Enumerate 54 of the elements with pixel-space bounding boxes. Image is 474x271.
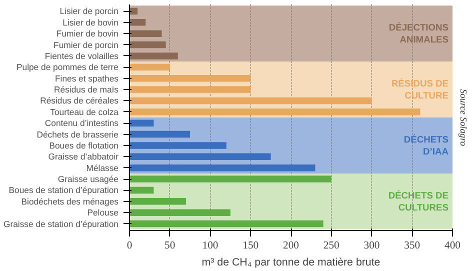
y-tick-label: Fumier de bovin — [56, 28, 119, 39]
y-tick-label: Fientes de volailles — [44, 50, 120, 61]
band-label: DÉCHETS D’IAA — [404, 133, 449, 156]
source-note: Source Solagro — [458, 88, 468, 146]
bar — [130, 186, 154, 194]
x-tick-label: 300 — [364, 240, 380, 252]
y-tick-label: Pulpe de pommes de terre — [16, 62, 119, 72]
y-tick-label: Graisse d’abbatoir — [48, 152, 119, 162]
bar — [130, 64, 170, 71]
y-tick-label: Résidus de céréales — [40, 96, 120, 106]
bar — [130, 41, 166, 48]
bar — [130, 164, 316, 172]
x-tick-label: 0 — [126, 240, 132, 252]
bar — [130, 74, 251, 82]
bar — [130, 142, 226, 149]
bar — [130, 19, 146, 26]
x-tick-label: 400 — [444, 240, 460, 252]
x-axis-title: m³ de CH₄ par tonne de matière brute — [202, 256, 380, 268]
bar — [130, 86, 251, 93]
band-label: DÉJECTIONS ANIMALES — [388, 22, 448, 45]
y-tick-label: Boues de flotation — [49, 140, 119, 150]
y-tick-label: Graisse usagée — [58, 174, 119, 184]
y-tick-label: Résidus de maïs — [54, 84, 120, 95]
bar — [130, 176, 332, 182]
bar — [130, 130, 190, 138]
bar — [130, 198, 186, 205]
bar — [130, 30, 162, 37]
y-tick-label: Fines et spathes — [54, 73, 120, 84]
y-tick-label: Graisse de station d’épuration — [3, 218, 119, 229]
bar — [130, 97, 372, 104]
x-tick-label: 350 — [404, 240, 420, 252]
x-tick-label: 150 — [242, 240, 259, 252]
y-tick-label: Déchets de brasserie — [36, 129, 119, 140]
bar — [130, 108, 420, 116]
y-tick-label: Tourteau de colza — [50, 106, 119, 117]
y-tick-label: Lisier de porcin — [60, 6, 119, 16]
bar — [130, 220, 324, 228]
x-tick-label: 50 — [164, 240, 176, 252]
bar — [130, 120, 154, 126]
bar — [130, 52, 178, 60]
y-tick-label: Fumier de porcin — [54, 40, 119, 50]
x-tick-label: 200 — [283, 240, 299, 252]
y-tick-label: Lisier de bovin — [62, 17, 119, 28]
x-tick-label: 250 — [323, 240, 340, 252]
y-tick-label: Contenu d’intestins — [44, 118, 120, 128]
y-tick-label: Boues de station d’épuration — [8, 185, 119, 196]
y-tick-label: Mélasse — [86, 162, 119, 173]
bar — [130, 209, 230, 216]
band-label: DÉCHETS DE CULTURES — [388, 189, 448, 212]
x-tick-label: 100 — [202, 240, 218, 252]
bar — [130, 153, 271, 160]
y-tick-label: Pelouse — [87, 208, 119, 218]
band-label: RÉSIDUS DE CULTURE — [391, 78, 448, 101]
y-tick-label: Biodéchets des ménages — [21, 196, 120, 206]
